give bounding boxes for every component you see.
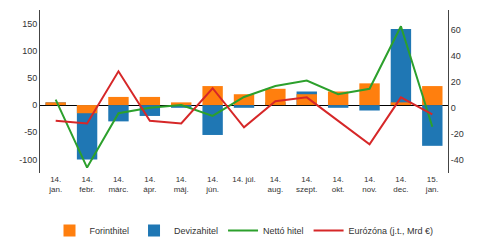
svg-text:14.ápr.: 14.ápr. — [143, 175, 156, 194]
svg-text:14.aug.: 14.aug. — [268, 175, 284, 194]
svg-text:40: 40 — [451, 51, 461, 61]
svg-text:14.febr.: 14.febr. — [79, 175, 95, 194]
svg-text:150: 150 — [22, 19, 37, 29]
svg-text:14.jan.: 14.jan. — [48, 175, 62, 194]
svg-text:14.szept.: 14.szept. — [296, 175, 317, 194]
svg-text:15.jan.: 15.jan. — [425, 175, 439, 194]
svg-text:20: 20 — [451, 77, 461, 87]
svg-text:14.dec.: 14.dec. — [393, 175, 408, 194]
svg-text:14.okt.: 14.okt. — [332, 175, 345, 194]
svg-text:60: 60 — [451, 25, 461, 35]
svg-text:-20: -20 — [451, 129, 464, 139]
svg-text:-40: -40 — [451, 155, 464, 165]
svg-text:100: 100 — [22, 46, 37, 56]
svg-text:14. júl.: 14. júl. — [232, 175, 256, 184]
svg-text:0: 0 — [451, 103, 456, 113]
svg-text:0: 0 — [32, 100, 37, 110]
svg-text:-50: -50 — [24, 127, 37, 137]
svg-text:Forinthitel: Forinthitel — [90, 226, 130, 236]
svg-text:50: 50 — [27, 73, 37, 83]
svg-text:14.jún.: 14.jún. — [205, 175, 219, 194]
svg-text:14.márc.: 14.márc. — [108, 175, 128, 194]
svg-text:14.nov.: 14.nov. — [362, 175, 377, 194]
svg-text:Eurózóna (j.t., Mrd €): Eurózóna (j.t., Mrd €) — [349, 226, 434, 236]
svg-text:Nettó hitel: Nettó hitel — [263, 226, 304, 236]
svg-text:Devizahitel: Devizahitel — [174, 226, 218, 236]
svg-text:-100: -100 — [19, 155, 37, 165]
svg-text:14.máj.: 14.máj. — [174, 175, 189, 194]
